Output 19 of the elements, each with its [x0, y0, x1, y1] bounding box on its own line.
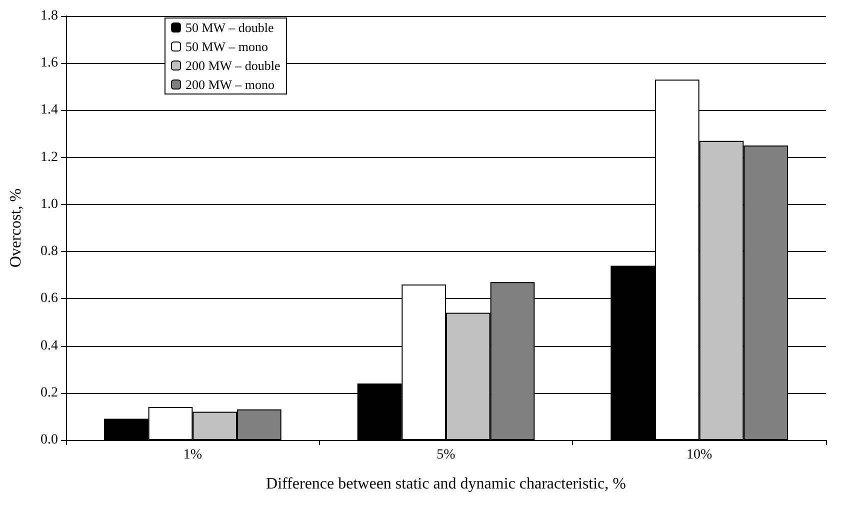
x-axis-title: Difference between static and dynamic characteristic, %	[266, 476, 626, 492]
legend-label: 50 MW – double	[186, 20, 274, 35]
y-tick-label: 1.2	[40, 150, 58, 165]
y-tick-label: 1.8	[40, 8, 58, 24]
y-tick-label: 0.8	[40, 244, 58, 260]
y-tick-label: 1.0	[40, 196, 58, 212]
x-tick-label: 10%	[686, 448, 712, 462]
x-tick-label: 1%	[183, 448, 202, 462]
y-axis-title: Overcost, %	[8, 188, 24, 268]
legend-label: 200 MW – mono	[186, 77, 274, 92]
y-tick-label: 1.6	[40, 56, 58, 71]
legend-label: 50 MW – mono	[186, 39, 268, 54]
y-tick-label: 0.2	[40, 385, 58, 400]
y-tick-label: 0.4	[40, 338, 58, 354]
x-tick-label: 5%	[436, 448, 456, 462]
y-tick-label: 1.4	[40, 102, 58, 118]
legend-label: 200 MW – double	[186, 58, 280, 73]
y-tick-label: 0.6	[40, 291, 58, 306]
y-tick-label: 0.0	[40, 432, 58, 448]
